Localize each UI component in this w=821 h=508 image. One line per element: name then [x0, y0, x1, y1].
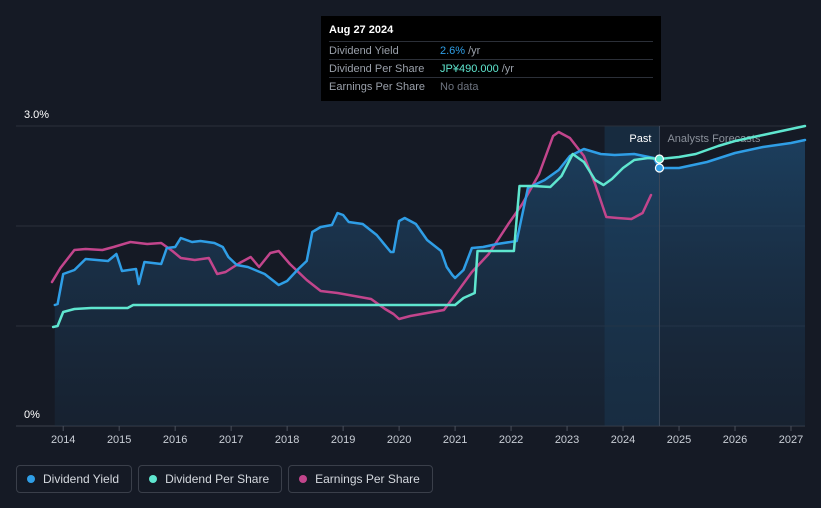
legend-dot-icon: [149, 475, 158, 483]
tooltip-value: JP¥490.000: [440, 62, 499, 75]
forecast-region-label: Analysts Forecasts: [667, 133, 760, 145]
legend-item-earnings-per-share[interactable]: Earnings Per Share: [288, 465, 433, 493]
dividend-per-share-marker: [654, 154, 665, 164]
dividend-yield-area: [54, 140, 806, 426]
legend-item-dividend-per-share[interactable]: Dividend Per Share: [138, 465, 283, 493]
x-tick-label: 2020: [387, 434, 411, 446]
chart-tooltip: Aug 27 2024 Dividend Yield 2.6% /yr Divi…: [321, 16, 661, 101]
tooltip-row-dividend-yield: Dividend Yield 2.6% /yr: [329, 41, 653, 59]
tooltip-unit: /yr: [501, 62, 514, 75]
y-axis-tick-label-top: 3.0%: [24, 109, 49, 121]
past-region-label: Past: [629, 133, 651, 145]
x-tick-label: 2023: [555, 434, 579, 446]
earnings-per-share-line: [50, 130, 653, 321]
legend-label: Dividend Per Share: [165, 472, 270, 486]
x-tick-label: 2022: [499, 434, 523, 446]
tooltip-row-dividend-per-share: Dividend Per Share JP¥490.000 /yr: [329, 59, 653, 77]
y-axis-tick-label-bottom: 0%: [24, 409, 40, 421]
tooltip-label: Dividend Yield: [329, 44, 399, 57]
x-tick-label: 2026: [723, 434, 747, 446]
legend-label: Earnings Per Share: [315, 472, 420, 486]
x-tick-label: 2019: [331, 434, 355, 446]
legend-dot-icon: [27, 475, 35, 483]
x-tick-label: 2018: [275, 434, 299, 446]
legend-dot-icon: [299, 475, 308, 483]
x-tick-label: 2024: [611, 434, 635, 446]
series-markers: [654, 154, 665, 173]
tooltip-value: No data: [440, 80, 479, 93]
x-tick-label: 2015: [107, 434, 131, 446]
x-axis: 2014 2015 2016 2017 2018 2019 2020 2021 2022 2023…: [51, 426, 803, 446]
tooltip-label: Dividend Per Share: [329, 62, 425, 75]
x-tick-label: 2014: [51, 434, 75, 446]
x-tick-label: 2016: [163, 434, 187, 446]
tooltip-date: Aug 27 2024: [329, 24, 394, 36]
x-tick-label: 2017: [219, 434, 243, 446]
series-lines: [50, 124, 807, 329]
legend-item-dividend-yield[interactable]: Dividend Yield: [16, 465, 133, 493]
x-tick-label: 2021: [443, 434, 467, 446]
tooltip-row-earnings-per-share: Earnings Per Share No data: [329, 77, 653, 95]
tooltip-value: 2.6%: [440, 44, 466, 57]
chart-legend: Dividend Yield Dividend Per Share Earnin…: [16, 465, 433, 493]
x-tick-label: 2027: [779, 434, 803, 446]
x-tick-label: 2025: [667, 434, 691, 446]
tooltip-label: Earnings Per Share: [329, 80, 425, 93]
dividend-yield-marker: [654, 163, 665, 173]
dividend-per-share-line: [51, 124, 807, 329]
tooltip-unit: /yr: [468, 44, 481, 57]
dividend-yield-line: [53, 138, 807, 307]
legend-label: Dividend Yield: [43, 472, 120, 486]
